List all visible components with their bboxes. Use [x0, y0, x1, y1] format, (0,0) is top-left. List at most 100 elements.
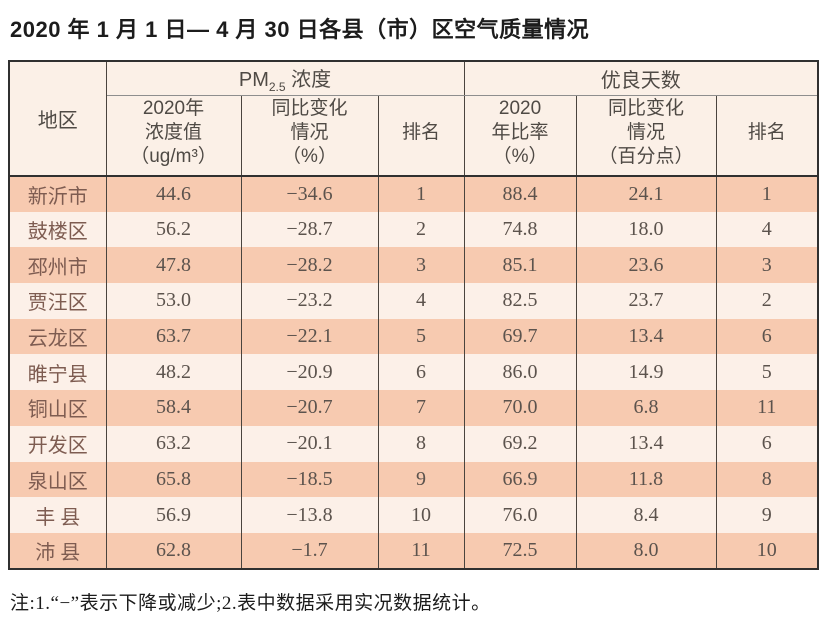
good-rank-cell: 10	[715, 532, 819, 569]
footnote: 注:1.“−”表示下降或减少;2.表中数据采用实况数据统计。	[10, 592, 491, 614]
pm-rank-cell: 5	[377, 318, 465, 355]
air-quality-table: 地区 PM2.5 浓度 优良天数 2020年 浓度值 （ug/m³） 同比变化 …	[8, 60, 820, 570]
pm25-label-suffix: 浓度	[285, 68, 332, 91]
pm-change-cell: −20.7	[240, 390, 379, 426]
table-row: 鼓楼区 56.2 −28.7 2 74.8 18.0 4	[8, 211, 819, 248]
table-row: 新沂市 44.6 −34.6 1 88.4 24.1 1	[8, 176, 819, 212]
header-group-row: 地区 PM2.5 浓度 优良天数	[8, 61, 819, 177]
good-change-cell: 11.8	[575, 461, 717, 498]
table-row: 沛 县 62.8 −1.7 11 72.5 8.0 10	[8, 532, 819, 569]
good-rate-cell: 88.4	[463, 176, 577, 212]
pm-change-cell: −28.7	[240, 211, 379, 248]
pm-value-cell: 48.2	[105, 354, 242, 391]
col-header-region: 地区	[8, 61, 107, 177]
region-cell: 云龙区	[8, 318, 107, 355]
pm-rank-cell: 8	[377, 425, 465, 462]
pm-rank-cell: 2	[377, 211, 465, 248]
pm-rank-cell: 3	[377, 247, 465, 284]
table-row: 开发区 63.2 −20.1 8 69.2 13.4 6	[8, 425, 819, 462]
table-row: 贾汪区 53.0 −23.2 4 82.5 23.7 2	[8, 283, 819, 319]
good-change-cell: 24.1	[575, 176, 717, 212]
pm-change-cell: −23.2	[240, 283, 379, 319]
good-rate-cell: 86.0	[463, 354, 577, 391]
region-cell: 沛 县	[8, 532, 107, 569]
good-change-cell: 13.4	[575, 425, 717, 462]
good-rank-cell: 3	[715, 247, 819, 284]
pm-change-cell: −20.1	[240, 425, 379, 462]
pm25-label-subscript: 2.5	[268, 79, 286, 94]
good-change-cell: 6.8	[575, 390, 717, 426]
table-row: 泉山区 65.8 −18.5 9 66.9 11.8 8	[8, 461, 819, 498]
col-header-pm-change: 同比变化 情况 （%）	[240, 95, 379, 177]
col-header-good-change: 同比变化 情况 （百分点）	[575, 95, 717, 177]
pm-change-cell: −34.6	[240, 176, 379, 212]
region-cell: 贾汪区	[8, 283, 107, 319]
good-rank-cell: 9	[715, 497, 819, 533]
good-rank-cell: 5	[715, 354, 819, 391]
pm-value-cell: 47.8	[105, 247, 242, 284]
pm-change-cell: −28.2	[240, 247, 379, 284]
pm-rank-cell: 7	[377, 390, 465, 426]
table-row: 丰 县 56.9 −13.8 10 76.0 8.4 9	[8, 497, 819, 533]
region-cell: 鼓楼区	[8, 211, 107, 248]
good-rate-cell: 76.0	[463, 497, 577, 533]
region-cell: 新沂市	[8, 176, 107, 212]
pm-value-cell: 63.2	[105, 425, 242, 462]
header-sub-row: 2020年 浓度值 （ug/m³） 同比变化 情况 （%） 排名 2020 年比…	[9, 95, 819, 177]
good-change-cell: 13.4	[575, 318, 717, 355]
good-rate-cell: 72.5	[463, 532, 577, 569]
region-cell: 开发区	[8, 425, 107, 462]
pm-change-cell: −13.8	[240, 497, 379, 533]
good-rate-cell: 82.5	[463, 283, 577, 319]
pm-value-cell: 56.9	[105, 497, 242, 533]
region-cell: 邳州市	[8, 247, 107, 284]
table-row: 邳州市 47.8 −28.2 3 85.1 23.6 3	[8, 247, 819, 284]
table-body: 新沂市 44.6 −34.6 1 88.4 24.1 1 鼓楼区 56.2 −28.7 2 74.8 1…	[8, 176, 819, 569]
pm-change-cell: −18.5	[240, 461, 379, 498]
pm-value-cell: 63.7	[105, 318, 242, 355]
col-header-good-rate: 2020 年比率 （%）	[463, 95, 577, 177]
good-rank-cell: 6	[715, 318, 819, 355]
good-rate-cell: 85.1	[463, 247, 577, 284]
region-cell: 丰 县	[8, 497, 107, 533]
region-cell: 睢宁县	[8, 354, 107, 391]
pm-change-cell: −20.9	[240, 354, 379, 391]
col-header-pm-value: 2020年 浓度值 （ug/m³）	[105, 95, 242, 177]
col-group-good-days: 优良天数	[463, 61, 819, 96]
col-header-good-rank: 排名	[715, 95, 819, 177]
pm-rank-cell: 1	[377, 176, 465, 212]
pm-rank-cell: 10	[377, 497, 465, 533]
good-change-cell: 23.7	[575, 283, 717, 319]
table-row: 云龙区 63.7 −22.1 5 69.7 13.4 6	[8, 318, 819, 355]
pm-rank-cell: 6	[377, 354, 465, 391]
pm-value-cell: 65.8	[105, 461, 242, 498]
region-cell: 泉山区	[8, 461, 107, 498]
pm-change-cell: −1.7	[240, 532, 379, 569]
pm-value-cell: 58.4	[105, 390, 242, 426]
good-rate-cell: 69.7	[463, 318, 577, 355]
pm-change-cell: −22.1	[240, 318, 379, 355]
pm-value-cell: 62.8	[105, 532, 242, 569]
region-cell: 铜山区	[8, 390, 107, 426]
pm-value-cell: 53.0	[105, 283, 242, 319]
good-change-cell: 8.0	[575, 532, 717, 569]
col-header-pm-rank: 排名	[377, 95, 465, 177]
page-title: 2020 年 1 月 1 日— 4 月 30 日各县（市）区空气质量情况	[10, 17, 590, 42]
pm-value-cell: 44.6	[105, 176, 242, 212]
pm-value-cell: 56.2	[105, 211, 242, 248]
good-rate-cell: 69.2	[463, 425, 577, 462]
good-change-cell: 23.6	[575, 247, 717, 284]
good-rank-cell: 2	[715, 283, 819, 319]
good-rank-cell: 6	[715, 425, 819, 462]
pm25-label-prefix: PM	[238, 68, 269, 91]
pm-rank-cell: 11	[377, 532, 465, 569]
good-change-cell: 14.9	[575, 354, 717, 391]
pm-rank-cell: 9	[377, 461, 465, 498]
good-change-cell: 8.4	[575, 497, 717, 533]
good-rank-cell: 4	[715, 211, 819, 248]
col-group-pm25: PM2.5 浓度	[105, 61, 465, 96]
table-row: 铜山区 58.4 −20.7 7 70.0 6.8 11	[8, 390, 819, 426]
good-rank-cell: 11	[715, 390, 819, 426]
pm-rank-cell: 4	[377, 283, 465, 319]
table-header: 地区 PM2.5 浓度 优良天数 2020年 浓度值 （ug/m³） 同比变化 …	[8, 61, 819, 177]
